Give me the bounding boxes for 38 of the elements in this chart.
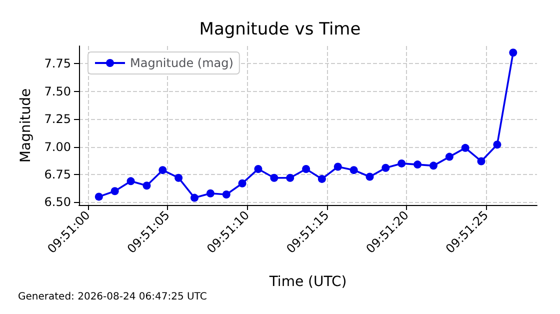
point [174, 174, 183, 182]
point [414, 160, 422, 169]
point [222, 190, 230, 198]
chart-title: Magnitude vs Time [199, 20, 361, 40]
point [94, 192, 103, 201]
point [142, 182, 151, 190]
y-tick-label: 6.75 [44, 168, 71, 182]
y-tick-label: 7.50 [44, 84, 71, 98]
point [509, 48, 518, 57]
point [286, 174, 294, 182]
text: Generated: 2026-08-24 06:47:25 UTC [18, 292, 207, 302]
point [398, 159, 406, 168]
point [318, 174, 326, 183]
point [302, 164, 310, 173]
point [206, 189, 214, 198]
point [334, 162, 342, 171]
point [445, 152, 454, 161]
y-axis-title: Magnitude [18, 88, 34, 163]
y-tick-label: 7.00 [44, 140, 71, 154]
point [493, 140, 502, 149]
point [350, 166, 358, 174]
point [429, 162, 438, 170]
point [477, 157, 486, 166]
x-axis-title: Time (UTC) [268, 274, 347, 290]
point [110, 187, 119, 196]
y-tick-label: 7.75 [44, 56, 71, 71]
point [158, 166, 167, 174]
point [238, 179, 246, 188]
point [254, 164, 262, 173]
y-tick-label: 6.50 [44, 195, 71, 210]
point [461, 144, 470, 152]
point [366, 172, 374, 181]
legend-label: Magnitude (mag) [130, 56, 234, 70]
point [126, 177, 135, 186]
y-tick-label: 7.25 [44, 112, 71, 126]
point [270, 174, 278, 182]
point [382, 164, 390, 172]
point [190, 194, 199, 202]
